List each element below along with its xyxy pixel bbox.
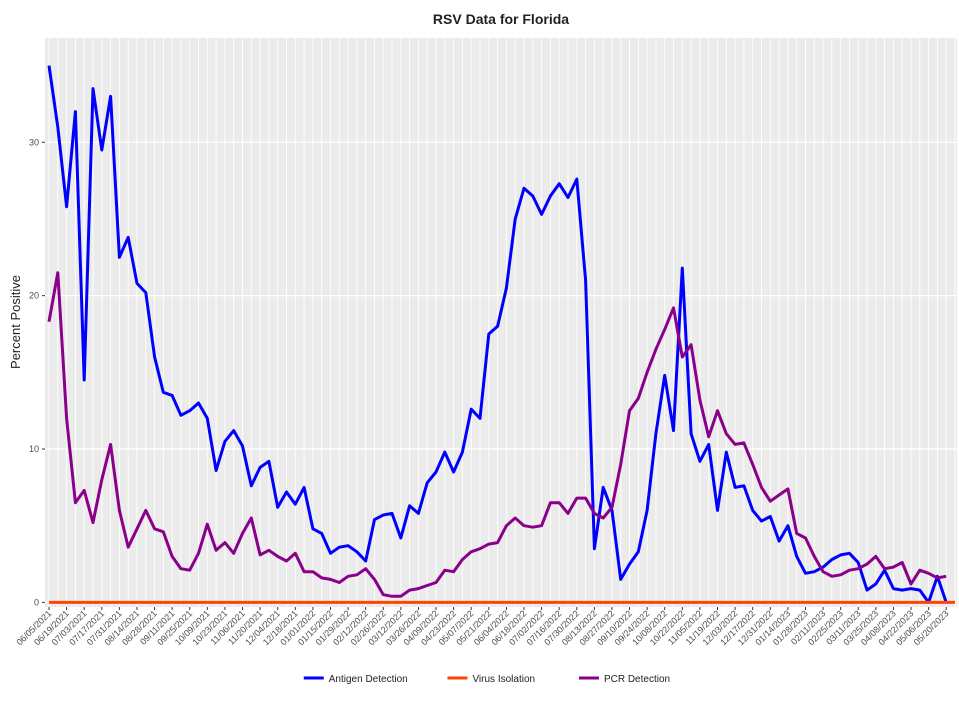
series-line [47, 271, 947, 598]
legend-label: Virus Isolation [472, 674, 535, 685]
legend-label: PCR Detection [604, 674, 670, 685]
y-tick-label: 0 [34, 597, 39, 607]
y-tick-label: 20 [29, 291, 39, 301]
legend-label: Antigen Detection [329, 674, 408, 685]
chart-title: RSV Data for Florida [433, 11, 569, 27]
y-tick-label: 10 [29, 444, 39, 454]
plot-background [45, 38, 957, 607]
series-line [47, 65, 948, 604]
y-axis-label: Percent Positive [8, 275, 23, 369]
y-tick-label: 30 [29, 137, 39, 147]
